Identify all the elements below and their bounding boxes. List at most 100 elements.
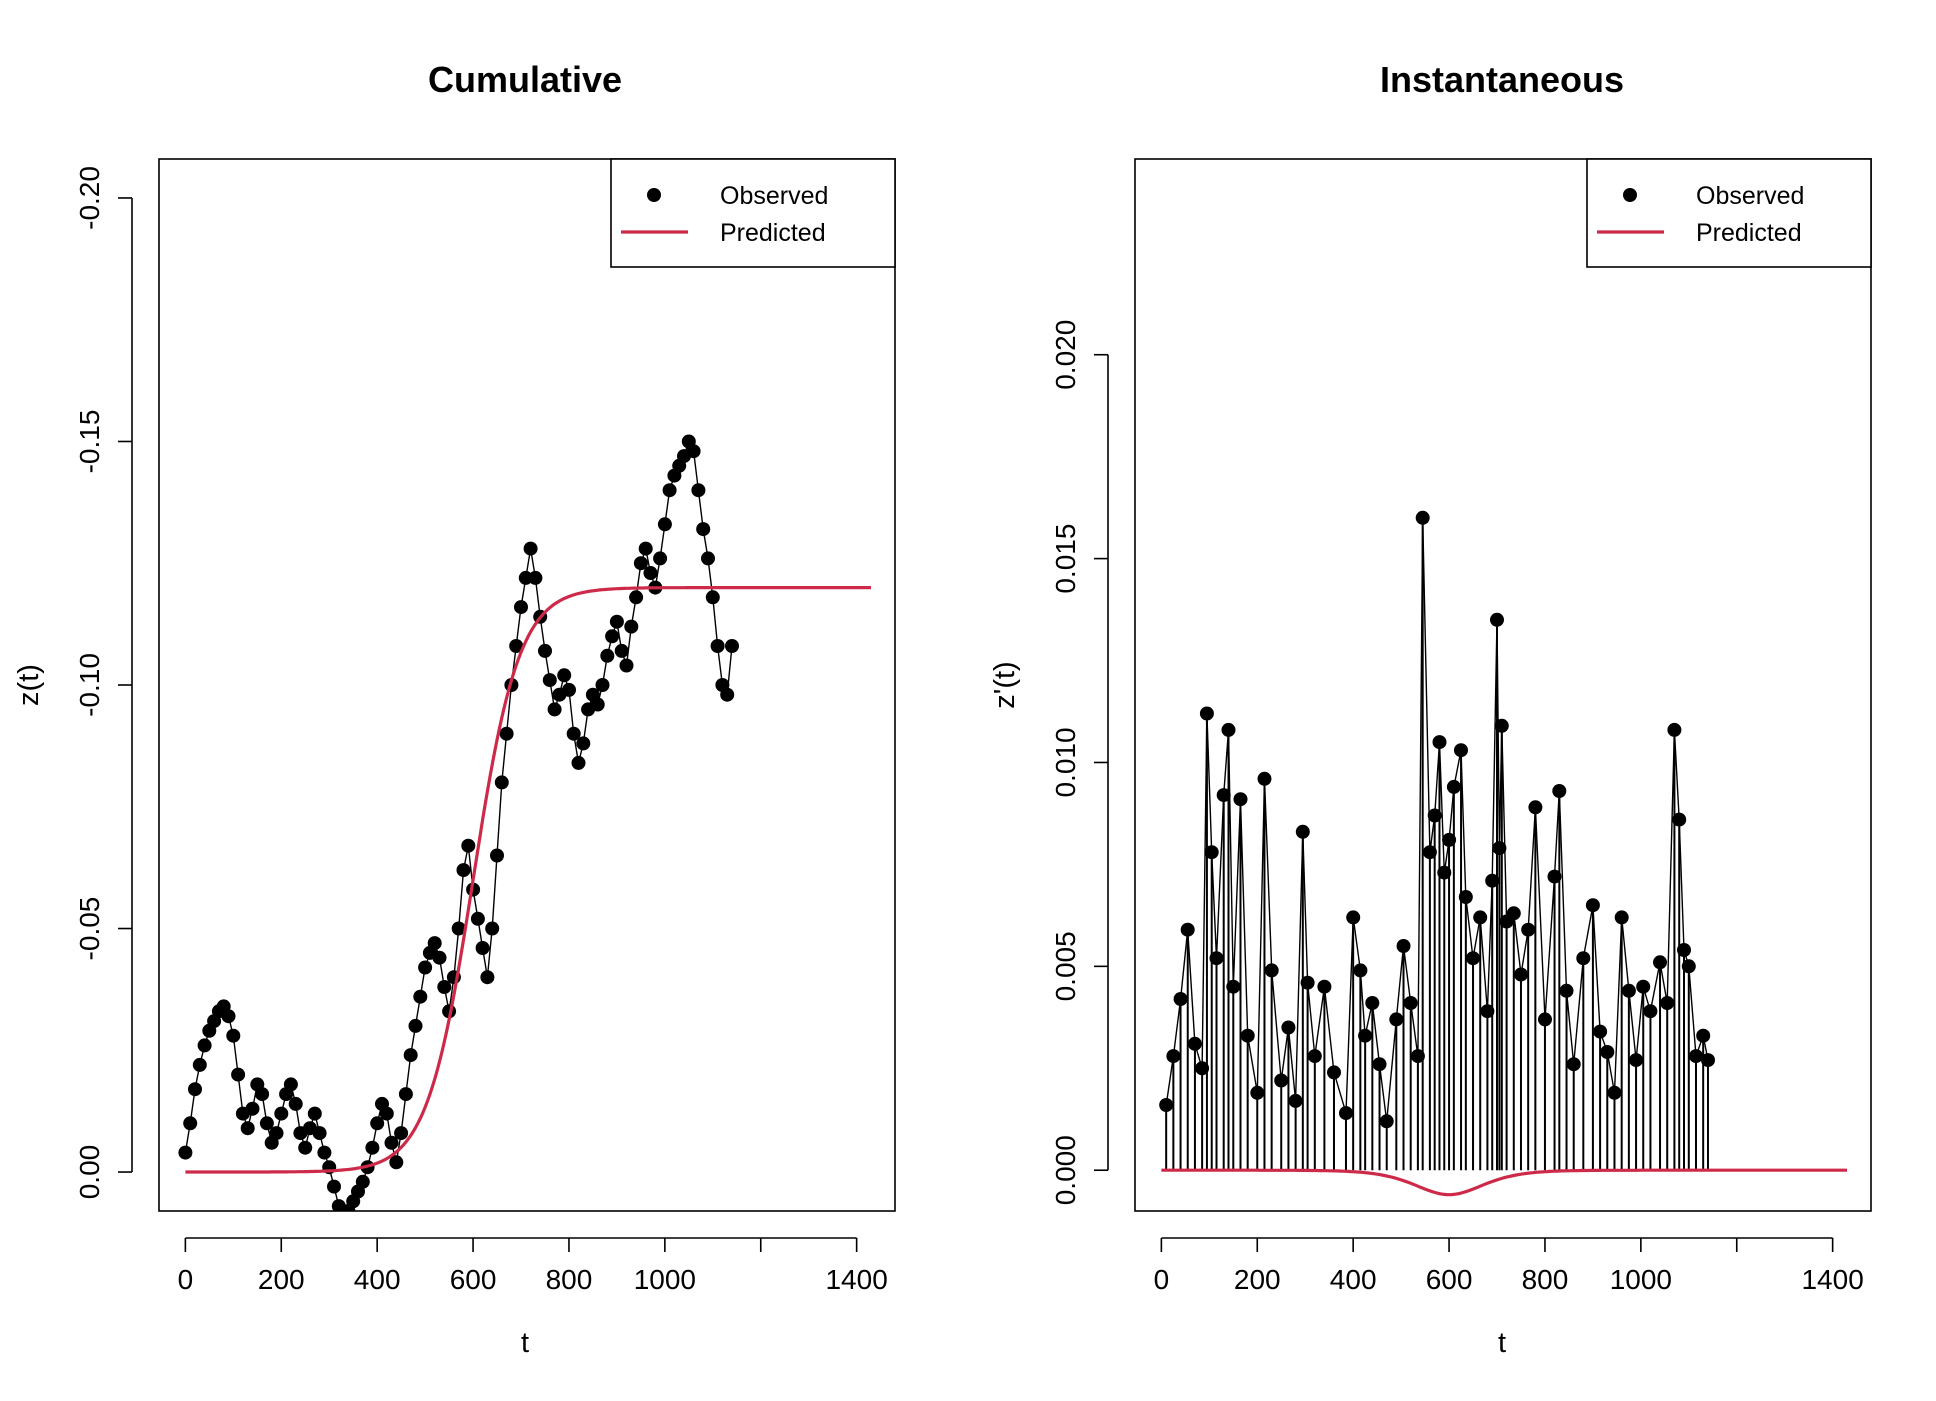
observed-point <box>1600 1045 1615 1059</box>
legend-observed-marker <box>647 188 661 202</box>
legend-observed-label: Observed <box>720 182 828 210</box>
observed-point <box>456 863 471 878</box>
observed-point <box>192 1057 207 1072</box>
observed-point <box>1442 832 1457 847</box>
x-tick-label: 0 <box>178 1264 194 1295</box>
observed-point <box>1653 955 1667 970</box>
observed-point <box>1437 865 1452 880</box>
y-tick-label: -0.15 <box>74 410 105 474</box>
observed-point <box>1552 784 1567 798</box>
observed-point <box>470 911 485 926</box>
y-axis-label: z(t) <box>13 664 45 706</box>
x-tick-label: 800 <box>546 1264 593 1295</box>
observed-point <box>710 639 725 653</box>
observed-point <box>605 629 620 644</box>
observed-point <box>1636 979 1651 994</box>
observed-point <box>609 614 624 629</box>
observed-point <box>240 1121 255 1136</box>
y-tick-label: 0.020 <box>1050 320 1081 390</box>
observed-point <box>686 444 701 459</box>
observed-point <box>379 1106 394 1121</box>
observed-point <box>538 643 552 658</box>
observed-point <box>1300 975 1315 990</box>
observed-point <box>1593 1024 1608 1039</box>
observed-point <box>231 1067 246 1082</box>
x-tick-label: 800 <box>1522 1264 1569 1295</box>
observed-point <box>403 1048 418 1063</box>
observed-point <box>518 570 533 585</box>
observed-point <box>1372 1057 1387 1072</box>
observed-point <box>1672 812 1687 827</box>
observed-point <box>461 838 476 853</box>
observed-point <box>725 639 739 653</box>
observed-point <box>288 1096 303 1111</box>
observed-point <box>1667 722 1682 737</box>
observed-point <box>389 1155 404 1170</box>
legend: Observed Predicted <box>1586 158 1872 268</box>
observed-point <box>1396 939 1411 953</box>
observed-point <box>1485 873 1500 888</box>
plot-area: 0 200 400 600 800 1000 1400 0.000 0.005 0.010 0.01… <box>1050 320 1864 1295</box>
observed-point <box>1621 983 1636 998</box>
observed-point <box>1696 1028 1711 1043</box>
observed-point <box>1216 788 1231 803</box>
observed-point <box>437 980 452 994</box>
observed-point <box>408 1018 423 1033</box>
observed-point <box>1689 1049 1703 1064</box>
observed-point <box>312 1126 327 1141</box>
observed-point <box>1494 718 1509 733</box>
y-tick-label: 0.015 <box>1050 524 1081 594</box>
observed-point <box>1547 869 1562 884</box>
observed-point <box>1379 1114 1394 1129</box>
observed-point <box>1415 510 1430 525</box>
observed-point <box>1492 841 1507 856</box>
observed-point <box>629 590 644 605</box>
observed-point <box>576 736 591 751</box>
observed-point <box>643 566 658 580</box>
observed-point <box>1295 824 1310 839</box>
x-tick-label: 200 <box>1234 1264 1281 1295</box>
observed-point <box>274 1106 289 1121</box>
observed-point <box>485 921 500 936</box>
observed-point <box>619 658 634 673</box>
observed-point <box>245 1101 260 1116</box>
observed-point <box>1427 808 1442 823</box>
observed-point <box>614 643 629 658</box>
observed-point <box>1660 996 1675 1010</box>
observed-point <box>1195 1061 1210 1076</box>
legend-observed-marker <box>1623 188 1637 202</box>
observed-point <box>1226 979 1241 994</box>
predicted-curve <box>185 586 871 1174</box>
observed-point <box>657 517 672 532</box>
observed-point <box>1566 1057 1581 1072</box>
observed-point <box>1250 1085 1265 1100</box>
observed-point <box>1629 1053 1644 1068</box>
instantaneous-panel: Instantaneous t z'(t) 0 200 400 600 800 1000 1… <box>989 59 1872 1359</box>
observed-point <box>427 936 442 951</box>
observed-point <box>1317 979 1332 994</box>
observed-point <box>188 1082 202 1097</box>
plot-area: 0 200 400 600 800 1000 1400 0.00 -0.05 -0.10 -0.15… <box>74 166 888 1295</box>
observed-point <box>720 687 735 702</box>
observed-point <box>451 921 466 936</box>
observed-point <box>178 1145 193 1160</box>
observed-point <box>1701 1053 1715 1068</box>
plot-frame <box>158 158 896 1212</box>
observed-point <box>705 590 720 605</box>
x-axis-label: t <box>521 1327 529 1359</box>
observed-point <box>1614 910 1629 925</box>
plot-frame <box>1134 158 1872 1212</box>
observed-point <box>1514 967 1528 982</box>
observed-point <box>1353 963 1368 978</box>
predicted-curve <box>1161 1168 1847 1197</box>
observed-point <box>562 682 576 697</box>
observed-point <box>1233 792 1248 807</box>
observed-point <box>1490 612 1504 627</box>
observed-point <box>1559 983 1574 998</box>
observed-point <box>1576 951 1591 966</box>
observed-point <box>226 1028 241 1043</box>
observed-point <box>542 673 557 688</box>
observed-point <box>523 541 538 556</box>
observed-point <box>418 960 433 975</box>
observed-point <box>1473 910 1488 925</box>
